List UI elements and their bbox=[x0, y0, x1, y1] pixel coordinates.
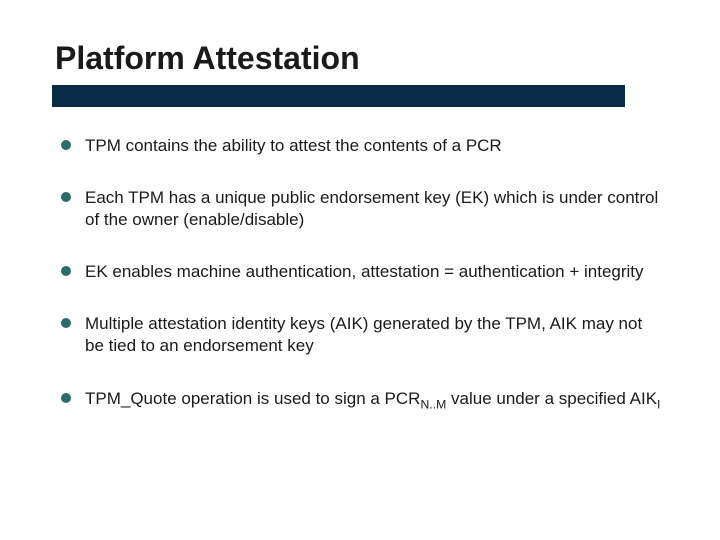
slide-content: Platform Attestation TPM contains the ab… bbox=[0, 0, 720, 473]
bullet-icon bbox=[61, 140, 71, 150]
bullet-icon bbox=[61, 318, 71, 328]
list-item: TPM_Quote operation is used to sign a PC… bbox=[61, 388, 665, 413]
list-item: Each TPM has a unique public endorsement… bbox=[61, 187, 665, 231]
list-item: Multiple attestation identity keys (AIK)… bbox=[61, 313, 665, 357]
list-item: TPM contains the ability to attest the c… bbox=[61, 135, 665, 157]
bullet-icon bbox=[61, 393, 71, 403]
bullet-text: TPM_Quote operation is used to sign a PC… bbox=[85, 388, 665, 413]
bullet-icon bbox=[61, 192, 71, 202]
title-underline-bar bbox=[52, 85, 625, 107]
bullet-text: TPM contains the ability to attest the c… bbox=[85, 135, 665, 157]
list-item: EK enables machine authentication, attes… bbox=[61, 261, 665, 283]
bullet-icon bbox=[61, 266, 71, 276]
bullet-text: EK enables machine authentication, attes… bbox=[85, 261, 665, 283]
bullet-text: Each TPM has a unique public endorsement… bbox=[85, 187, 665, 231]
bullet-text: Multiple attestation identity keys (AIK)… bbox=[85, 313, 665, 357]
bullet-list: TPM contains the ability to attest the c… bbox=[55, 135, 665, 413]
slide-title: Platform Attestation bbox=[55, 40, 665, 77]
